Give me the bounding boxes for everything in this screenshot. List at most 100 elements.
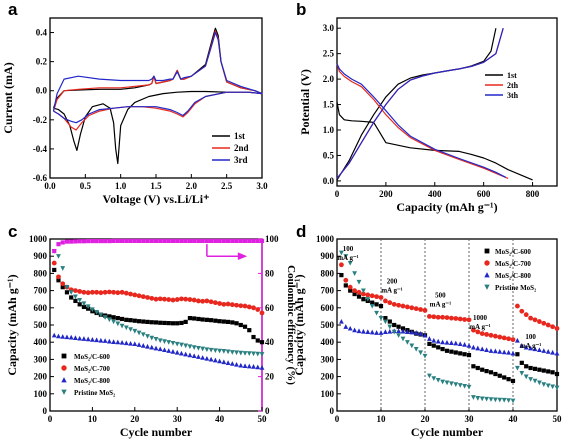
data-point <box>523 312 529 318</box>
data-point <box>141 238 146 243</box>
y-axis-label: Potential (V) <box>298 69 312 135</box>
data-point <box>502 375 507 380</box>
cv-curve-1st <box>52 27 263 165</box>
y-axis-label: Capacity (mAh g⁻¹) <box>292 274 306 375</box>
data-point <box>90 307 95 313</box>
data-point <box>136 342 142 347</box>
data-point <box>106 338 112 344</box>
data-point <box>246 351 252 356</box>
data-point <box>221 319 226 324</box>
data-point <box>554 371 560 377</box>
data-point <box>212 300 218 306</box>
data-point <box>166 297 172 302</box>
data-point <box>111 315 116 320</box>
data-point <box>378 303 384 309</box>
data-point <box>229 361 235 366</box>
data-point <box>115 290 121 296</box>
data-point <box>339 250 344 256</box>
data-point <box>457 341 463 347</box>
data-point <box>200 238 205 243</box>
data-point <box>221 301 227 307</box>
data-point <box>242 303 248 309</box>
data-point <box>453 316 459 321</box>
data-point <box>175 321 180 326</box>
data-point <box>369 303 375 309</box>
plot-frame <box>49 238 263 412</box>
data-point <box>462 352 467 357</box>
data-point <box>115 238 120 243</box>
data-point <box>396 302 401 308</box>
data-point <box>440 339 445 345</box>
charge-curve-1st <box>336 28 497 181</box>
legend-label: Pristine MoS₂ <box>495 284 536 292</box>
data-point <box>497 349 503 354</box>
x-tick-label: 200 <box>379 189 393 199</box>
data-point <box>119 238 125 243</box>
data-point <box>81 239 87 244</box>
data-point <box>510 398 516 404</box>
data-point <box>506 336 511 342</box>
data-point <box>347 284 353 290</box>
data-point <box>440 379 445 385</box>
data-point <box>73 298 78 304</box>
data-point <box>352 327 357 333</box>
data-point <box>229 350 235 355</box>
y2-tick-label: 40 <box>265 337 275 347</box>
data-point <box>343 324 349 329</box>
data-point <box>128 318 133 323</box>
data-point <box>136 293 142 299</box>
data-point <box>449 340 454 345</box>
data-point <box>200 346 206 352</box>
data-point <box>73 335 78 340</box>
x-tick-label: 20 <box>130 414 140 424</box>
data-point <box>106 317 112 323</box>
data-point <box>550 370 555 375</box>
data-point <box>392 322 397 328</box>
data-point <box>234 238 239 243</box>
data-point <box>435 338 441 344</box>
data-point <box>85 336 91 342</box>
data-point <box>132 318 137 323</box>
data-point <box>510 337 516 343</box>
data-point <box>383 316 388 321</box>
data-point <box>128 327 133 332</box>
data-point <box>111 339 116 344</box>
legend-label: MoS₂/C-700 <box>495 260 531 268</box>
discharge-curve-2th <box>336 63 509 179</box>
data-point <box>431 343 436 348</box>
data-point <box>102 338 108 343</box>
data-point <box>550 349 555 355</box>
data-point <box>480 367 485 372</box>
data-point <box>537 367 542 372</box>
data-point <box>471 395 476 400</box>
data-point <box>242 363 248 369</box>
data-point <box>90 337 95 342</box>
data-point <box>217 319 222 324</box>
data-point <box>255 338 260 343</box>
ce-arrow-head <box>237 252 248 260</box>
data-point <box>52 267 57 273</box>
data-point <box>532 317 538 323</box>
data-point <box>352 288 357 293</box>
discharge-curve-3th <box>336 63 506 178</box>
data-point <box>493 333 498 339</box>
y-tick-label: 500 <box>321 320 335 330</box>
data-point <box>183 319 188 325</box>
data-point <box>506 349 511 355</box>
data-point <box>212 348 218 354</box>
data-point <box>462 317 467 322</box>
legend-marker <box>484 284 490 290</box>
data-point <box>501 335 507 341</box>
data-point <box>162 347 167 353</box>
data-point <box>73 294 78 300</box>
y-tick-label: 800 <box>34 268 48 278</box>
x-axis-label: Capacity (mAh g⁻¹) <box>396 200 497 214</box>
y2-tick-label: 60 <box>265 303 275 313</box>
data-point <box>56 278 61 283</box>
y-tick-label: 500 <box>34 320 48 330</box>
data-point <box>479 396 485 402</box>
data-point <box>409 343 415 349</box>
data-point <box>141 319 146 324</box>
data-point <box>537 347 542 353</box>
data-point <box>453 350 458 355</box>
